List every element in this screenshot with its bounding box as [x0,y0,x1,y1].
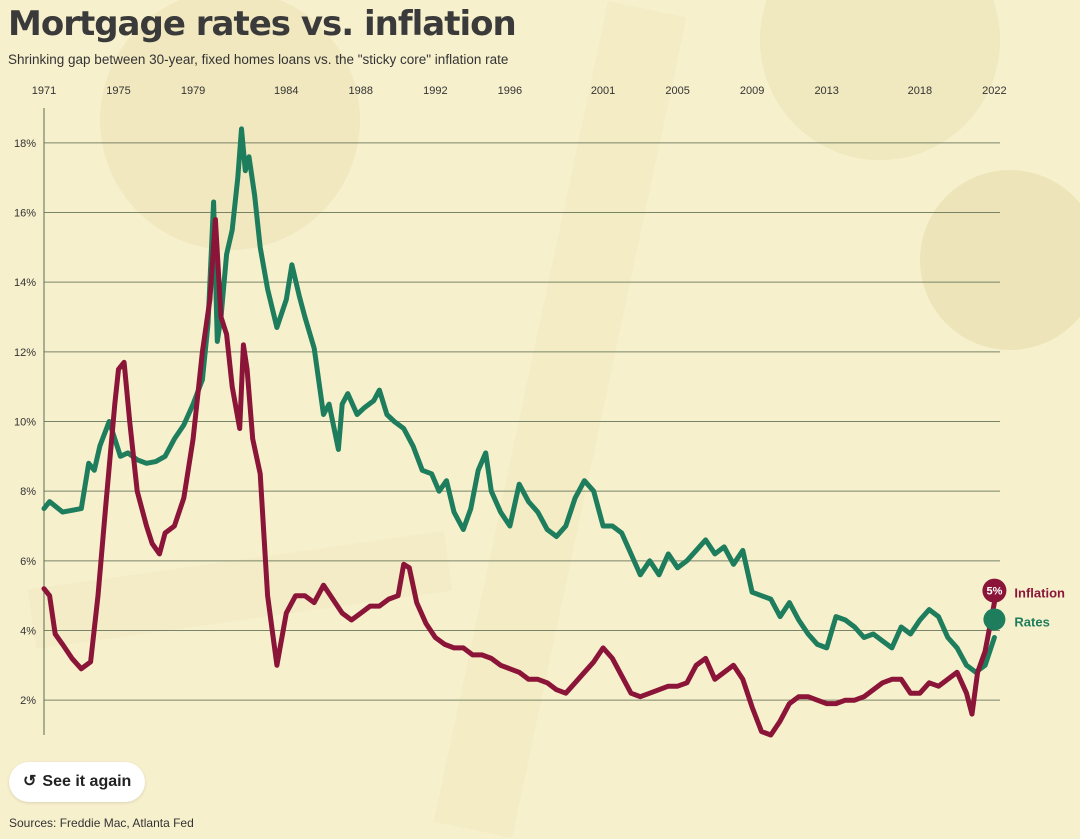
x-tick-label: 2022 [982,85,1006,97]
x-tick-label: 1979 [181,85,205,97]
x-tick-label: 2013 [814,85,838,97]
x-tick-label: 2009 [740,85,764,97]
end-labels: Rates 5% Inflation [982,578,1065,631]
y-tick-label: 6% [20,556,36,568]
series-lines [41,126,997,738]
see-it-again-button[interactable]: ↺ See it again [9,762,146,802]
y-tick-label: 12% [14,347,36,359]
y-tick-label: 14% [14,277,36,289]
y-tick-label: 8% [20,486,36,498]
end-value-badge: 5% [986,586,1002,598]
inflation-end-label: Inflation [1014,586,1065,601]
x-tick-label: 1984 [274,85,298,97]
x-tick-label: 1975 [106,85,130,97]
y-tick-label: 4% [20,626,36,638]
y-tick-label: 2% [20,695,36,707]
rates-end-dot [983,608,1006,631]
y-tick-label: 16% [14,208,36,220]
series-line-rates [41,126,997,675]
series-line-inflation [41,217,997,738]
chart-title: Mortgage rates vs. inflation [8,4,517,44]
see-it-again-label: See it again [42,773,132,790]
inflation-end-dot [982,578,1007,603]
chart-subtitle: Shrinking gap between 30-year, fixed hom… [8,52,509,67]
axis-ticks: 2% 4% 6% 8% 10% 12% 14% 16% 18% 1971 1975 1979 1984 1… [14,85,1007,707]
x-tick-label: 1992 [423,85,447,97]
replay-icon: ↺ [23,773,37,790]
sources-note: Sources: Freddie Mac, Atlanta Fed [9,816,194,830]
y-tick-label: 18% [14,138,36,150]
x-tick-label: 1971 [32,85,56,97]
x-tick-label: 2005 [665,85,689,97]
x-tick-label: 1988 [349,85,373,97]
x-tick-label: 1996 [498,85,522,97]
rates-end-label: Rates [1014,614,1049,629]
y-tick-label: 10% [14,417,36,429]
x-tick-label: 2018 [908,85,932,97]
x-tick-label: 2001 [591,85,615,97]
